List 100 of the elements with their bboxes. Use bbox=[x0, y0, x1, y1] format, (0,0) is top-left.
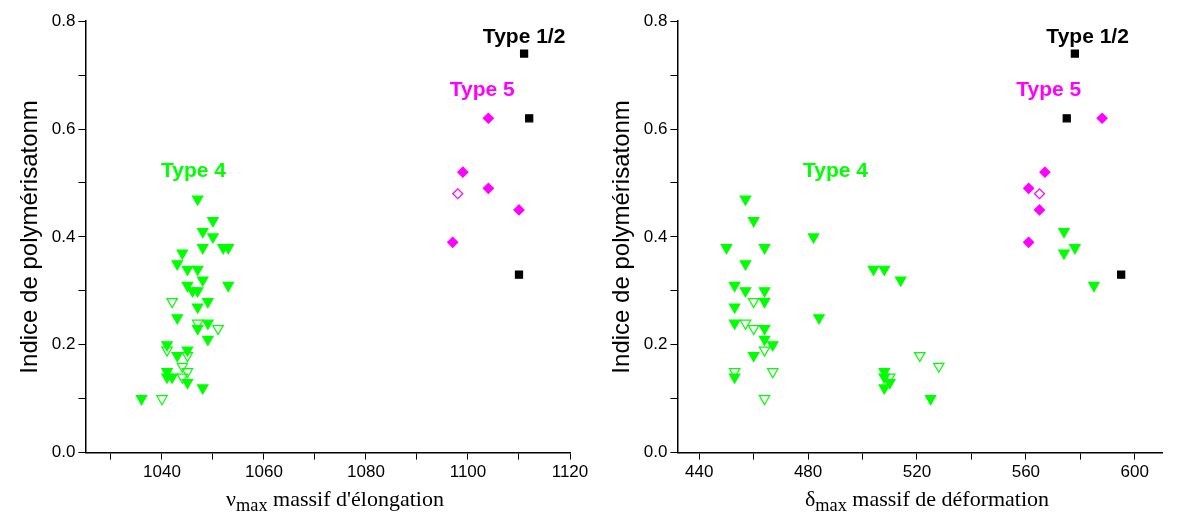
x-tick-label: 520 bbox=[902, 462, 932, 482]
series-label: Type 1/2 bbox=[482, 24, 566, 48]
point bbox=[813, 314, 825, 325]
point bbox=[894, 276, 907, 287]
y-tick-label: 0.6 bbox=[51, 118, 76, 138]
point bbox=[1062, 114, 1071, 123]
series-label: Type 5 bbox=[1016, 77, 1082, 101]
point bbox=[196, 384, 209, 395]
point bbox=[1070, 49, 1080, 58]
point bbox=[457, 166, 469, 178]
point bbox=[913, 351, 926, 363]
y-tick-label: 0.2 bbox=[643, 334, 668, 354]
point bbox=[181, 265, 194, 276]
point bbox=[1033, 204, 1046, 216]
point bbox=[181, 378, 194, 390]
series-label: Type 5 bbox=[449, 77, 516, 101]
x-axis-title: δ$_{max}$ massif de déformation bbox=[803, 486, 1051, 518]
point bbox=[766, 341, 779, 352]
point bbox=[181, 351, 194, 363]
point bbox=[758, 244, 771, 255]
point bbox=[747, 351, 760, 363]
point bbox=[171, 314, 184, 325]
point bbox=[166, 298, 178, 309]
point bbox=[758, 324, 771, 336]
point bbox=[739, 195, 752, 206]
point bbox=[212, 324, 224, 336]
point bbox=[196, 276, 209, 287]
point bbox=[181, 368, 194, 379]
point bbox=[728, 303, 741, 314]
point bbox=[932, 362, 945, 373]
x-tick-label: 1040 bbox=[143, 462, 181, 482]
point bbox=[728, 319, 741, 330]
y-tick-label: 0.0 bbox=[643, 442, 668, 462]
point bbox=[1023, 236, 1035, 248]
y-tick-label: 0.8 bbox=[51, 10, 76, 30]
point bbox=[202, 319, 214, 330]
point bbox=[1033, 188, 1046, 200]
point bbox=[720, 244, 733, 255]
x-tick-label: 1120 bbox=[551, 462, 589, 482]
point bbox=[747, 324, 760, 336]
point bbox=[196, 244, 209, 255]
point bbox=[758, 298, 771, 309]
point bbox=[176, 362, 189, 373]
point bbox=[191, 265, 204, 276]
y-axis-title: Indice de polymérisatonm bbox=[15, 100, 43, 374]
y-tick-label: 0.0 bbox=[51, 442, 76, 462]
point bbox=[525, 114, 534, 123]
point bbox=[878, 265, 891, 276]
point bbox=[161, 373, 173, 384]
point bbox=[1117, 270, 1126, 279]
point bbox=[1023, 182, 1035, 194]
point bbox=[196, 227, 209, 239]
x-tick-label: 1060 bbox=[245, 462, 283, 482]
point bbox=[135, 395, 148, 406]
point bbox=[519, 49, 529, 58]
y-tick-label: 0.4 bbox=[643, 226, 668, 246]
point bbox=[739, 287, 752, 298]
point bbox=[176, 373, 189, 384]
y-tick-label: 0.8 bbox=[643, 10, 668, 30]
point bbox=[156, 395, 168, 406]
point bbox=[207, 217, 219, 228]
point bbox=[191, 287, 204, 298]
point bbox=[161, 346, 173, 357]
point bbox=[202, 298, 214, 309]
point bbox=[1088, 281, 1100, 293]
y-tick-label: 0.6 bbox=[643, 118, 668, 138]
point bbox=[1058, 227, 1070, 239]
point bbox=[924, 395, 937, 406]
point bbox=[171, 351, 184, 363]
point bbox=[747, 298, 760, 309]
x-tick-label: 480 bbox=[793, 462, 823, 482]
point bbox=[1069, 244, 1081, 255]
point bbox=[867, 265, 880, 276]
point bbox=[513, 204, 525, 216]
x-tick-label: 600 bbox=[1120, 462, 1149, 482]
point bbox=[447, 236, 459, 248]
point bbox=[191, 303, 204, 314]
y-tick-label: 0.2 bbox=[51, 334, 76, 354]
series-label: Type 4 bbox=[161, 158, 227, 182]
point bbox=[202, 335, 214, 346]
point bbox=[766, 368, 779, 379]
point bbox=[758, 335, 771, 346]
y-tick-label: 0.4 bbox=[51, 226, 76, 246]
y-axis-title: Indice de polymérisatonm bbox=[607, 100, 635, 374]
point bbox=[482, 112, 494, 124]
point bbox=[747, 217, 760, 228]
point bbox=[1096, 112, 1108, 124]
x-axis-title: ν$_{max}$ massif d'élongation bbox=[225, 486, 445, 518]
point bbox=[807, 233, 820, 244]
point bbox=[739, 319, 752, 330]
point bbox=[514, 270, 524, 279]
x-tick-label: 560 bbox=[1011, 462, 1041, 482]
x-tick-label: 440 bbox=[685, 462, 714, 482]
text: Type 4 bbox=[803, 158, 869, 182]
series-label: Type 1/2 bbox=[1046, 24, 1129, 48]
point bbox=[1039, 166, 1051, 178]
point bbox=[758, 346, 771, 357]
x-tick-label: 1100 bbox=[449, 462, 487, 482]
point bbox=[222, 281, 235, 293]
point bbox=[728, 281, 741, 293]
